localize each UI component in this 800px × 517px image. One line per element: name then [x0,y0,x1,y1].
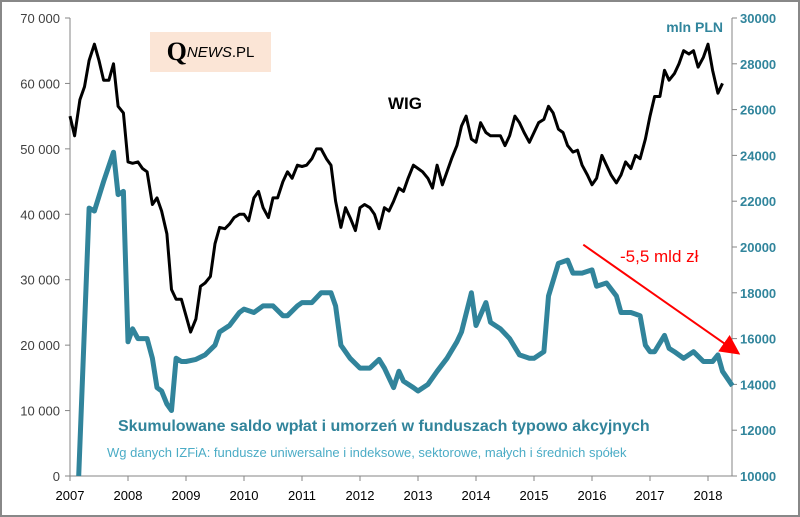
right-tick-label: 22000 [740,194,776,209]
left-tick-label: 20 000 [20,338,60,353]
left-tick-label: 40 000 [20,207,60,222]
right-axis-label: mln PLN [666,19,723,35]
left-tick-label: 0 [53,469,60,484]
left-tick-label: 70 000 [20,11,60,26]
x-tick-label: 2018 [694,488,723,503]
left-tick-label: 50 000 [20,142,60,157]
x-tick-label: 2014 [462,488,491,503]
right-tick-label: 24000 [740,148,776,163]
chart-title: Skumulowane saldo wpłat i umorzeń w fund… [118,418,650,435]
right-tick-label: 12000 [740,423,776,438]
trend-arrow [582,243,741,355]
left-tick-label: 30 000 [20,273,60,288]
left-tick-label: 10 000 [20,404,60,419]
right-tick-label: 10000 [740,469,776,484]
right-tick-label: 18000 [740,286,776,301]
wig-series-line [68,42,724,334]
right-tick-label: 28000 [740,57,776,72]
x-tick-label: 2016 [578,488,607,503]
right-tick-label: 30000 [740,11,776,26]
x-tick-label: 2012 [346,488,375,503]
funds-series-line [76,149,735,477]
x-tick-label: 2008 [114,488,143,503]
right-tick-label: 26000 [740,103,776,118]
x-tick-label: 2015 [520,488,549,503]
drop-annotation: -5,5 mld zł [620,247,699,266]
x-tick-label: 2007 [56,488,85,503]
x-tick-label: 2009 [172,488,201,503]
left-tick-label: 60 000 [20,76,60,91]
right-tick-label: 14000 [740,377,776,392]
x-tick-label: 2017 [636,488,665,503]
qnews-logo: Q NEWS .PL [150,32,271,72]
x-tick-label: 2013 [404,488,433,503]
x-tick-label: 2011 [288,488,316,503]
wig-label: WIG [388,94,422,113]
x-tick-label: 2010 [230,488,259,503]
chart-subtitle: Wg danych IZFiA: fundusze uniwersalne i … [107,445,627,460]
right-tick-label: 16000 [740,332,776,347]
right-tick-label: 20000 [740,240,776,255]
